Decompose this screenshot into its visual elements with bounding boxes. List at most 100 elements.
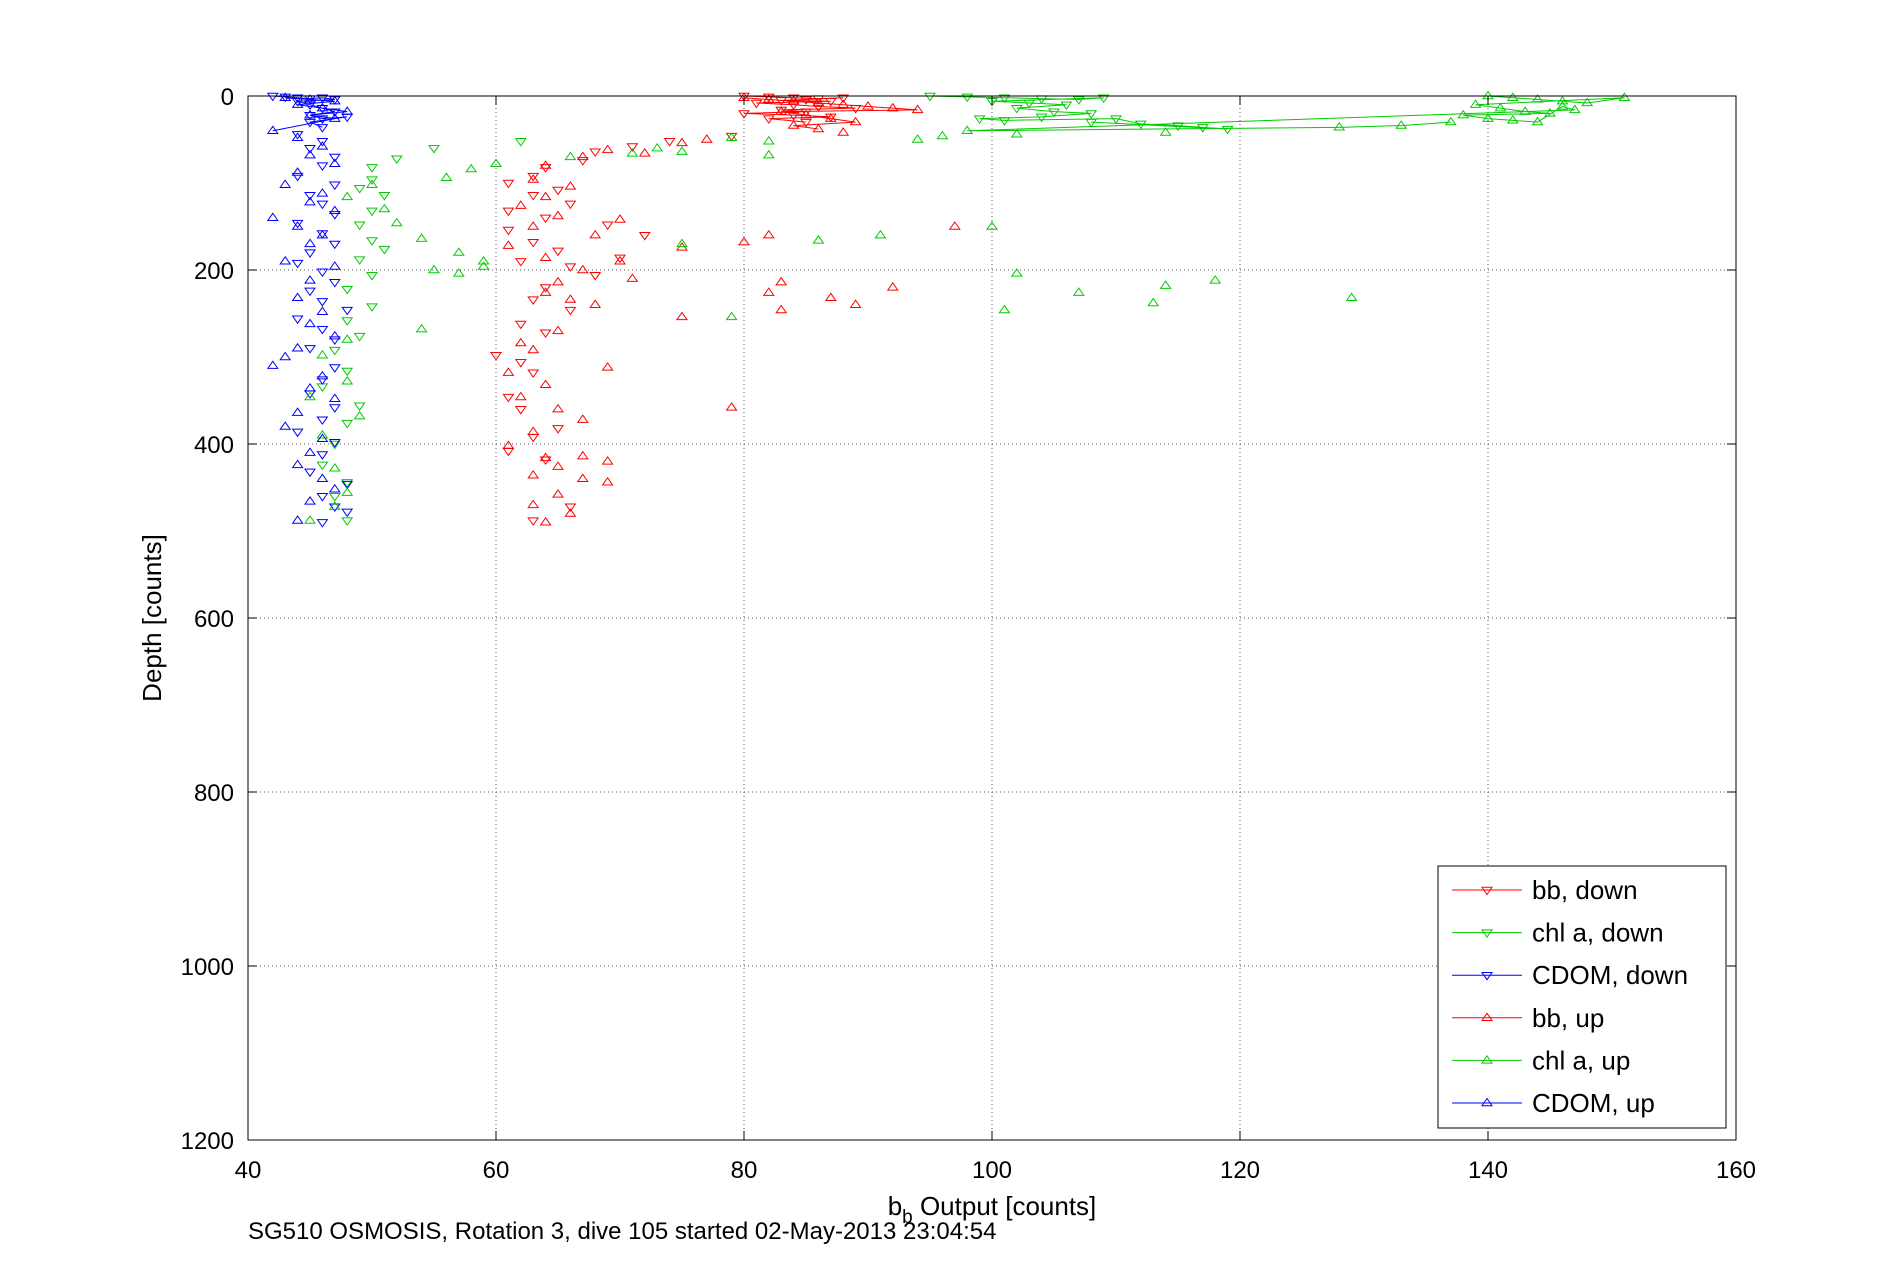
data-point: [762, 287, 775, 296]
data-point: [539, 214, 552, 224]
data-point: [341, 419, 354, 429]
legend-label: bb, down: [1532, 875, 1638, 905]
legend-marker: [1481, 1097, 1493, 1107]
data-point: [800, 118, 812, 128]
data-point: [378, 245, 391, 255]
data-point: [1172, 122, 1184, 131]
data-point: [998, 117, 1011, 126]
data-point: [316, 124, 329, 133]
data-point: [552, 186, 564, 196]
data-point: [304, 447, 316, 456]
series-5: [304, 90, 1631, 524]
data-point: [936, 130, 949, 140]
data-point: [316, 473, 329, 482]
data-point: [539, 284, 552, 293]
legend-label: CDOM, down: [1532, 960, 1688, 990]
data-point: [961, 125, 974, 134]
data-point: [1469, 99, 1482, 108]
data-point: [514, 337, 527, 347]
data-point: [328, 211, 341, 220]
data-point: [291, 167, 304, 176]
data-point: [316, 102, 329, 112]
data-point: [328, 503, 341, 513]
data-point: [1556, 101, 1569, 110]
data-point: [266, 92, 279, 102]
legend-label: chl a, up: [1532, 1045, 1630, 1075]
data-point: [341, 367, 354, 377]
legend-marker: [1481, 929, 1493, 938]
legend-box: [1437, 865, 1727, 1129]
data-point: [304, 382, 316, 392]
data-point: [304, 94, 316, 103]
data-point: [527, 172, 540, 182]
data-point: [638, 232, 651, 241]
data-point: [1457, 109, 1470, 119]
data-point: [576, 151, 589, 161]
data-point: [328, 483, 341, 493]
data-point: [440, 172, 453, 181]
y-tick-label: 200: [194, 258, 234, 285]
data-point: [316, 325, 329, 335]
data-point: [725, 311, 738, 321]
data-point: [1519, 106, 1532, 115]
data-point: [328, 336, 341, 345]
data-point: [539, 160, 552, 169]
data-point: [304, 496, 316, 505]
data-point: [1072, 96, 1085, 105]
data-point: [316, 162, 329, 171]
data-point: [527, 369, 540, 379]
data-point: [787, 94, 800, 104]
data-point: [837, 99, 850, 108]
data-point: [291, 459, 304, 469]
data-point: [328, 493, 341, 502]
data-point: [973, 115, 986, 124]
data-point: [452, 247, 465, 256]
data-point: [812, 97, 825, 107]
data-point: [304, 109, 316, 119]
data-point: [762, 115, 775, 124]
data-point: [279, 351, 292, 361]
data-point: [316, 94, 329, 104]
data-point: [366, 179, 378, 188]
data-point: [341, 285, 354, 295]
data-point: [304, 249, 316, 258]
data-point: [490, 352, 502, 361]
data-point: [837, 94, 850, 104]
data-point: [775, 106, 788, 115]
data-point: [1010, 104, 1023, 114]
data-point: [316, 298, 329, 307]
data-point: [291, 221, 304, 230]
data-point: [304, 318, 316, 328]
data-point: [316, 451, 329, 460]
figure-caption: SG510 OSMOSIS, Rotation 3, dive 105 star…: [248, 1218, 997, 1245]
series-2: [316, 92, 1234, 526]
data-point: [539, 452, 552, 462]
data-point: [539, 379, 552, 389]
data-point: [328, 440, 341, 450]
data-point: [279, 421, 292, 430]
data-point: [564, 294, 577, 303]
x-axis-label-subscript: b: [902, 1207, 913, 1228]
data-point: [304, 345, 316, 354]
data-point: [762, 229, 775, 239]
legend-marker: [1481, 972, 1493, 981]
data-point: [341, 479, 354, 488]
series-line: [272, 97, 348, 132]
data-point: [886, 282, 899, 291]
data-point: [514, 406, 527, 415]
data-point: [589, 299, 602, 308]
data-point: [341, 508, 354, 518]
data-point: [812, 123, 825, 133]
data-point: [787, 111, 800, 121]
data-point: [998, 94, 1011, 104]
data-point: [1581, 97, 1594, 107]
series-line: [967, 95, 1625, 132]
data-point: [539, 191, 552, 201]
data-point: [353, 402, 366, 412]
data-point: [353, 256, 366, 265]
data-point: [316, 138, 329, 147]
data-point: [725, 132, 738, 141]
data-point: [1060, 101, 1073, 111]
data-point: [353, 185, 366, 194]
